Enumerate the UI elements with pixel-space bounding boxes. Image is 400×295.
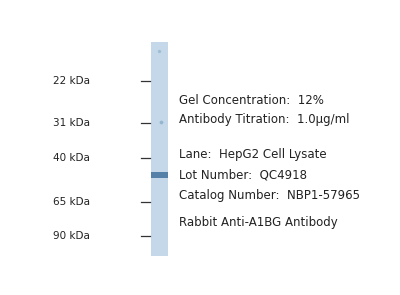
Text: Catalog Number:  NBP1-57965: Catalog Number: NBP1-57965 xyxy=(179,189,360,202)
Text: 31 kDa: 31 kDa xyxy=(53,118,90,128)
Bar xyxy=(151,172,168,178)
Text: 40 kDa: 40 kDa xyxy=(53,153,90,163)
Text: Lane:  HepG2 Cell Lysate: Lane: HepG2 Cell Lysate xyxy=(179,148,326,161)
Text: 90 kDa: 90 kDa xyxy=(53,232,90,241)
Text: 22 kDa: 22 kDa xyxy=(53,76,90,86)
Text: Lot Number:  QC4918: Lot Number: QC4918 xyxy=(179,169,307,182)
Text: 65 kDa: 65 kDa xyxy=(53,197,90,207)
Text: Antibody Titration:  1.0μg/ml: Antibody Titration: 1.0μg/ml xyxy=(179,113,349,126)
Text: Rabbit Anti-A1BG Antibody: Rabbit Anti-A1BG Antibody xyxy=(179,216,337,229)
Bar xyxy=(151,42,168,256)
Text: Gel Concentration:  12%: Gel Concentration: 12% xyxy=(179,94,324,106)
